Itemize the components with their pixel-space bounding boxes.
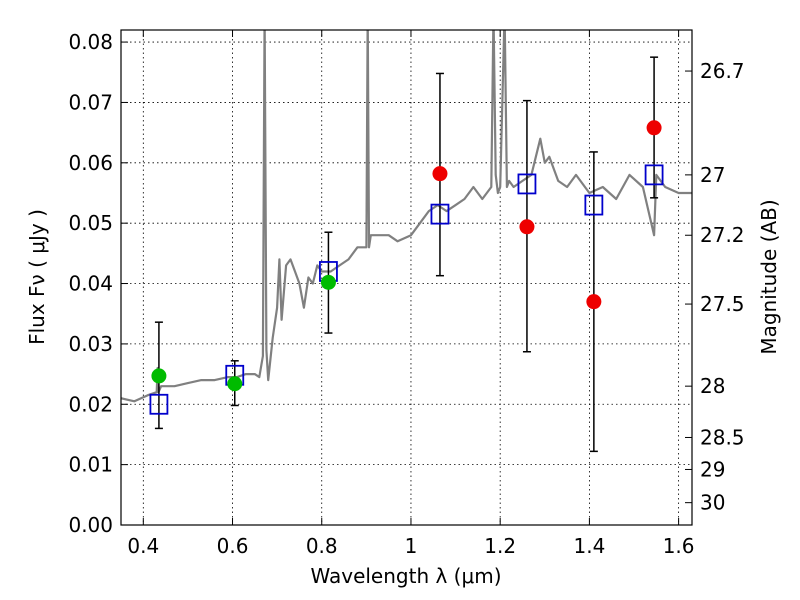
y2-tick-label: 28 [700,374,725,398]
model-photometry-square [517,173,537,195]
y-tick-label: 0.07 [68,90,113,114]
model-photometry-square [584,194,604,216]
grid-lines [121,30,692,526]
x-tick-label: 1.6 [663,534,695,558]
x-axis-label: Wavelength λ (μm) [310,564,501,588]
model-photometry-square [644,164,664,186]
y-axis-label: Flux Fν ( μJy ) [25,209,49,345]
y2-tick-label: 27 [700,163,725,187]
measured-flux-point [432,166,448,182]
measured-flux-point [519,219,535,235]
y2-tick-label: 30 [700,491,725,515]
y-tick-label: 0.02 [68,392,113,416]
spectrum-layer [121,30,692,403]
y-tick-label: 0.05 [68,211,113,235]
y2-axis-ticks: 26.7 27 27.2 27.5 28 28.5 29 30 [685,59,745,515]
y2-tick-label: 27.5 [700,292,745,316]
y-tick-label: 0.06 [68,151,113,175]
spectrum-line [121,30,692,403]
model-photometry-square [430,203,450,225]
y2-axis-label: Magnitude (AB) [757,199,781,354]
x-axis-ticks: 0.4 0.6 0.8 1 1.2 1.4 1.6 [127,30,695,558]
y2-tick-label: 26.7 [700,59,745,83]
measured-flux-point [151,368,167,384]
x-tick-label: 1.4 [573,534,605,558]
markers [149,120,664,415]
y2-tick-label: 28.5 [700,425,745,449]
measured-flux-point [227,376,243,392]
y-axis-ticks: 0.00 0.01 0.02 0.03 0.04 0.05 0.06 0.07 0.08 [68,30,128,537]
x-tick-label: 0.8 [306,534,338,558]
y2-tick-label: 27.2 [700,223,745,247]
y-tick-label: 0.04 [68,272,113,296]
y-tick-label: 0.03 [68,332,113,356]
measured-flux-point [646,120,662,136]
model-photometry-square [149,393,169,415]
x-tick-label: 1.2 [484,534,516,558]
plot-frame [120,29,693,526]
y-tick-label: 0.00 [68,513,113,537]
plot-background [121,30,692,525]
x-tick-label: 1 [405,534,418,558]
x-tick-label: 0.6 [217,534,249,558]
measured-flux-point [320,274,336,290]
y2-tick-label: 29 [700,457,725,481]
y-tick-label: 0.08 [68,30,113,54]
y-tick-label: 0.01 [68,453,113,477]
measured-flux-point [586,294,602,310]
x-tick-label: 0.4 [127,534,159,558]
